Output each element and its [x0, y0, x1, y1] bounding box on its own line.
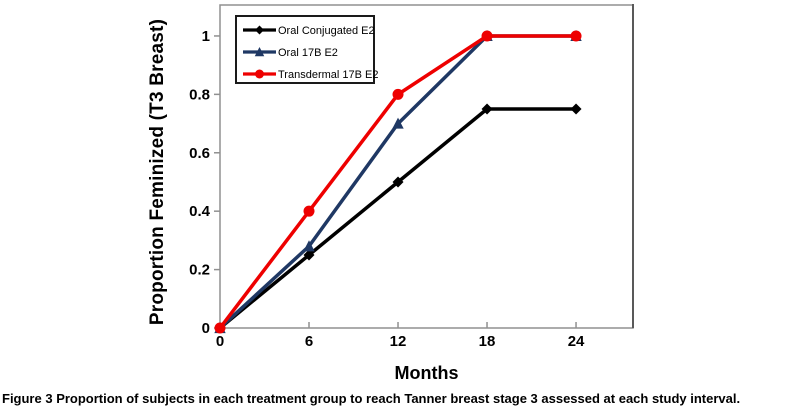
- series-transdermal-17b-e2: [214, 30, 582, 334]
- y-tick-label: 0: [202, 320, 210, 337]
- data-point-transdermal-17b-e2: [392, 88, 404, 100]
- y-axis-title: Proportion Feminized (T3 Breast): [147, 19, 168, 325]
- y-tick-label: 0.8: [189, 86, 210, 103]
- data-point-transdermal-17b-e2: [481, 30, 493, 42]
- y-tick-label: 0.6: [189, 145, 210, 162]
- legend-item-transdermal-17b-e2: Transdermal 17B E2: [243, 69, 378, 81]
- legend-label: Oral Conjugated E2: [278, 25, 375, 37]
- legend-marker-triangle: [254, 47, 265, 57]
- legend-label: Oral 17B E2: [278, 47, 338, 59]
- legend: Oral Conjugated E2 Oral 17B E2 Transdermal…: [235, 15, 378, 84]
- data-point-transdermal-17b-e2: [303, 205, 315, 217]
- x-tick-label: 24: [568, 333, 585, 350]
- x-tick-label: 12: [390, 333, 407, 350]
- y-tick-label: 1: [202, 28, 210, 45]
- x-tick-label: 6: [305, 333, 313, 350]
- y-tick-label: 0.4: [189, 203, 211, 220]
- line-chart: 0 0.2 0.4 0.6 0.8 1 0 6 12 18 24 Proportion Feminiz…: [147, 4, 634, 350]
- x-axis-title: Months: [394, 363, 459, 383]
- legend-item-oral-17b-e2: Oral 17B E2: [243, 47, 338, 59]
- figure-caption-text: Proportion of subjects in each treatment…: [52, 391, 741, 406]
- figure-caption-label: Figure 3: [2, 391, 53, 406]
- legend-marker-diamond: [255, 25, 264, 35]
- data-point-oral-17b-e2: [392, 117, 404, 129]
- data-point-oral-conjugated-e2: [481, 103, 493, 115]
- figure-caption: Figure 3 Proportion of subjects in each …: [2, 391, 792, 406]
- legend-item-oral-conjugated-e2: Oral Conjugated E2: [243, 25, 375, 37]
- legend-label: Transdermal 17B E2: [278, 69, 378, 81]
- legend-marker-circle: [255, 69, 264, 79]
- data-point-oral-conjugated-e2: [392, 176, 404, 188]
- data-point-oral-conjugated-e2: [570, 103, 582, 115]
- data-point-oral-conjugated-e2: [303, 249, 315, 261]
- data-point-oral-17b-e2: [303, 240, 315, 252]
- y-tick-label: 0.2: [189, 262, 210, 279]
- data-point-transdermal-17b-e2: [570, 30, 582, 42]
- x-tick-label: 18: [479, 333, 496, 350]
- data-point-transdermal-17b-e2: [214, 322, 226, 334]
- x-tick-label: 0: [216, 333, 224, 350]
